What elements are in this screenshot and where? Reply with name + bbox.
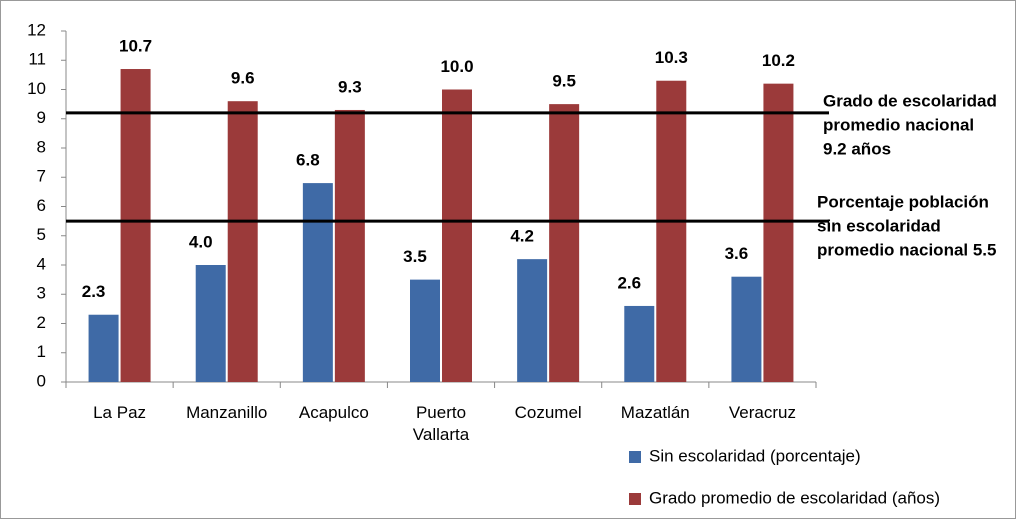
bar	[763, 83, 794, 383]
y-tick-label: 6	[37, 196, 46, 215]
value-label: 4.2	[510, 227, 534, 246]
y-tick-label: 4	[37, 254, 46, 273]
y-tick-label: 12	[27, 20, 46, 39]
value-label: 9.6	[231, 69, 255, 88]
x-tick-label: Puerto Vallarta	[412, 403, 470, 444]
y-tick-label: 7	[37, 167, 46, 186]
value-label: 9.5	[552, 72, 576, 91]
bar	[517, 259, 548, 382]
value-label: 3.5	[403, 247, 427, 266]
bar	[549, 104, 580, 382]
y-tick-label: 11	[28, 50, 46, 69]
bar	[88, 314, 119, 382]
y-tick-label: 9	[37, 108, 46, 127]
value-label: 4.0	[189, 232, 213, 251]
y-tick-label: 3	[37, 284, 46, 303]
y-tick-label: 2	[37, 313, 46, 332]
annotation: 9.2 años	[823, 139, 891, 158]
x-tick-label: Cozumel	[514, 403, 582, 422]
annotation: promedio nacional 5.5	[817, 240, 997, 259]
bar	[656, 80, 687, 382]
value-label: 10.2	[762, 51, 795, 70]
value-label: 6.8	[296, 151, 320, 170]
y-tick-label: 8	[37, 137, 46, 156]
value-label: 10.7	[119, 37, 152, 56]
bar	[442, 89, 472, 382]
legend-swatch	[629, 451, 641, 463]
value-label: 10.3	[655, 48, 688, 67]
annotation: Porcentaje población	[817, 192, 989, 211]
y-tick-label: 10	[27, 79, 46, 98]
legend-label: Sin escolaridad (porcentaje)	[649, 446, 861, 465]
y-tick-label: 0	[37, 371, 46, 390]
bar	[334, 109, 365, 382]
value-label: 2.3	[82, 282, 106, 301]
annotation: sin escolaridad	[817, 216, 941, 235]
legend-swatch	[629, 493, 641, 505]
value-label: 3.6	[725, 244, 749, 263]
value-label: 10.0	[440, 57, 473, 76]
y-tick-label: 1	[37, 342, 46, 361]
bar	[195, 265, 226, 382]
bar	[731, 276, 762, 382]
bar	[120, 69, 151, 383]
x-tick-label: Manzanillo	[186, 403, 268, 422]
x-tick-label: Mazatlán	[620, 403, 690, 422]
y-tick-label: 5	[37, 225, 46, 244]
bar	[302, 183, 333, 382]
annotation: Grado de escolaridad	[823, 91, 997, 110]
bar	[227, 101, 258, 382]
x-tick-label: Veracruz	[728, 403, 796, 422]
x-tick-label: Acapulco	[298, 403, 369, 422]
value-label: 9.3	[338, 77, 362, 96]
value-label: 2.6	[617, 273, 641, 292]
bar	[410, 279, 440, 382]
legend-label: Grado promedio de escolaridad (años)	[649, 488, 940, 507]
x-tick-label: La Paz	[93, 403, 147, 422]
annotation: promedio nacional	[823, 115, 974, 134]
bar	[624, 305, 655, 382]
